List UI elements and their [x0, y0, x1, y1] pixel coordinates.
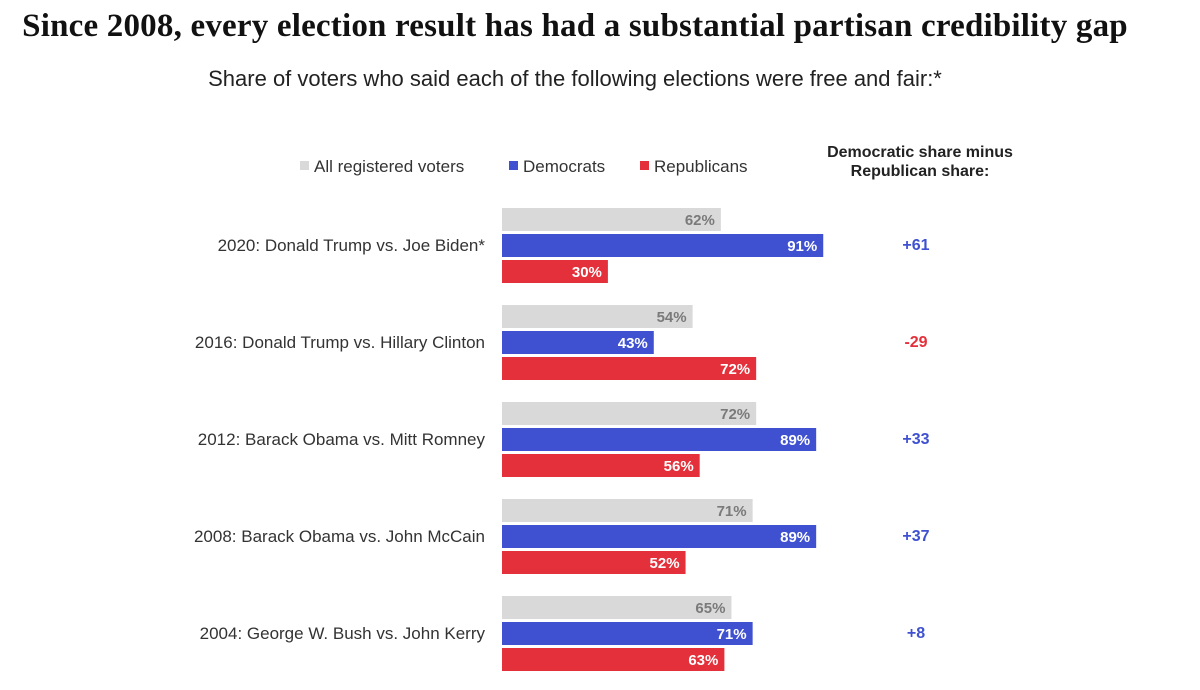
- gap-header-line-2: Republican share:: [850, 163, 990, 180]
- value-label-rep: 63%: [688, 652, 718, 669]
- value-label-all: 54%: [657, 309, 687, 326]
- legend-swatch-democrats: [509, 161, 518, 170]
- row-label: 2016: Donald Trump vs. Hillary Clinton: [195, 333, 485, 352]
- bar-dem: [502, 234, 824, 257]
- row-label: 2008: Barack Obama vs. John McCain: [194, 527, 485, 546]
- gap-header-line-1: Democratic share minus: [827, 144, 1013, 161]
- value-label-dem: 91%: [787, 238, 817, 255]
- value-label-all: 65%: [695, 600, 725, 617]
- bar-rep: [502, 551, 686, 574]
- value-label-rep: 30%: [572, 264, 602, 281]
- gap-value: +61: [902, 237, 929, 254]
- bar-all: [502, 499, 753, 522]
- gap-value: +33: [902, 431, 929, 448]
- value-label-rep: 72%: [720, 361, 750, 378]
- bar-all: [502, 305, 693, 328]
- legend-label-republicans: Republicans: [654, 157, 748, 176]
- bar-rep: [502, 357, 757, 380]
- legend: All registered voters Democrats Republic…: [0, 157, 760, 179]
- bar-dem: [502, 622, 753, 645]
- gap-value: +37: [902, 528, 929, 545]
- gap-column-header: Democratic share minus Republican share:: [775, 143, 1065, 181]
- legend-swatch-all: [300, 161, 309, 170]
- value-label-all: 72%: [720, 406, 750, 423]
- bar-rep: [502, 648, 725, 671]
- bar-all: [502, 596, 732, 619]
- gap-value: +8: [907, 625, 925, 642]
- legend-swatch-republicans: [640, 161, 649, 170]
- value-label-dem: 43%: [618, 335, 648, 352]
- row-label: 2004: George W. Bush vs. John Kerry: [200, 624, 486, 643]
- bar-dem: [502, 525, 817, 548]
- legend-label-democrats: Democrats: [523, 157, 606, 176]
- bar-rep: [502, 454, 700, 477]
- value-label-all: 62%: [685, 212, 715, 229]
- legend-label-all: All registered voters: [314, 157, 465, 176]
- legend-item-republicans: Republicans: [640, 157, 748, 177]
- chart-subtitle: Share of voters who said each of the fol…: [208, 66, 942, 91]
- row-label: 2012: Barack Obama vs. Mitt Romney: [198, 430, 486, 449]
- bar-all: [502, 402, 757, 425]
- value-label-dem: 89%: [780, 529, 810, 546]
- chart-title: Since 2008, every election result has ha…: [22, 8, 1128, 44]
- legend-item-democrats: Democrats: [509, 157, 605, 177]
- bar-dem: [502, 428, 817, 451]
- bar-dem: [502, 331, 654, 354]
- bar-all: [502, 208, 721, 231]
- value-label-rep: 56%: [664, 458, 694, 475]
- value-label-dem: 89%: [780, 432, 810, 449]
- value-label-rep: 52%: [650, 555, 680, 572]
- value-label-all: 71%: [717, 503, 747, 520]
- value-label-dem: 71%: [717, 626, 747, 643]
- row-label: 2020: Donald Trump vs. Joe Biden*: [218, 236, 486, 255]
- bar-rep: [502, 260, 608, 283]
- legend-item-all: All registered voters: [300, 157, 464, 177]
- gap-value: -29: [904, 334, 927, 351]
